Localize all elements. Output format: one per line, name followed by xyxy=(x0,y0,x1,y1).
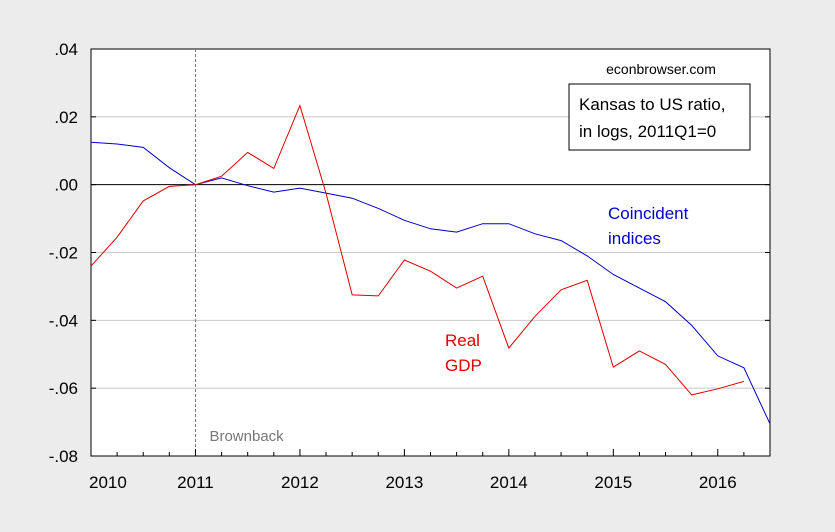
event-line-group: Brownback xyxy=(194,49,284,456)
legend-box-line-1: Kansas to US ratio, xyxy=(579,95,725,114)
series-label-gdp: Real GDP xyxy=(445,331,482,375)
x-tick-label: 2014 xyxy=(490,473,528,492)
y-tick-label: .02 xyxy=(54,108,78,127)
series-label-coincident: Coincident indices xyxy=(608,204,689,248)
y-tick-label: -.08 xyxy=(49,447,78,466)
series-label-gdp-line-1: Real xyxy=(445,331,480,350)
y-tick-label: -.06 xyxy=(49,379,78,398)
coincident-indices-line xyxy=(90,141,771,425)
x-tick-label: 2015 xyxy=(594,473,632,492)
x-tick-label: 2013 xyxy=(385,473,423,492)
x-tick-label: 2010 xyxy=(89,473,127,492)
y-tick-label: -.04 xyxy=(49,311,78,330)
series-group xyxy=(90,104,771,425)
source-label: econbrowser.com xyxy=(606,61,716,77)
legend-box: Kansas to US ratio, in logs, 2011Q1=0 xyxy=(568,83,751,151)
y-tick-label: .04 xyxy=(54,40,78,59)
y-tick-label: .00 xyxy=(54,176,78,195)
series-label-coincident-line-1: Coincident xyxy=(608,204,689,223)
legend-box-line-2: in logs, 2011Q1=0 xyxy=(579,122,716,141)
brownback-label: Brownback xyxy=(209,428,284,445)
x-axis: 2010 2011 2012 2013 2014 2015 2016 xyxy=(89,449,771,492)
series-label-coincident-line-2: indices xyxy=(608,229,661,248)
x-tick-label: 2011 xyxy=(177,473,214,492)
series-label-gdp-line-2: GDP xyxy=(445,356,482,375)
real-gdp-line xyxy=(90,104,745,396)
x-tick-label: 2012 xyxy=(281,473,319,492)
y-tick-label: -.02 xyxy=(49,244,78,263)
y-axis: .04 .02 .00 -.02 -.04 -.06 -.08 xyxy=(49,40,770,466)
x-tick-label: 2016 xyxy=(699,473,737,492)
